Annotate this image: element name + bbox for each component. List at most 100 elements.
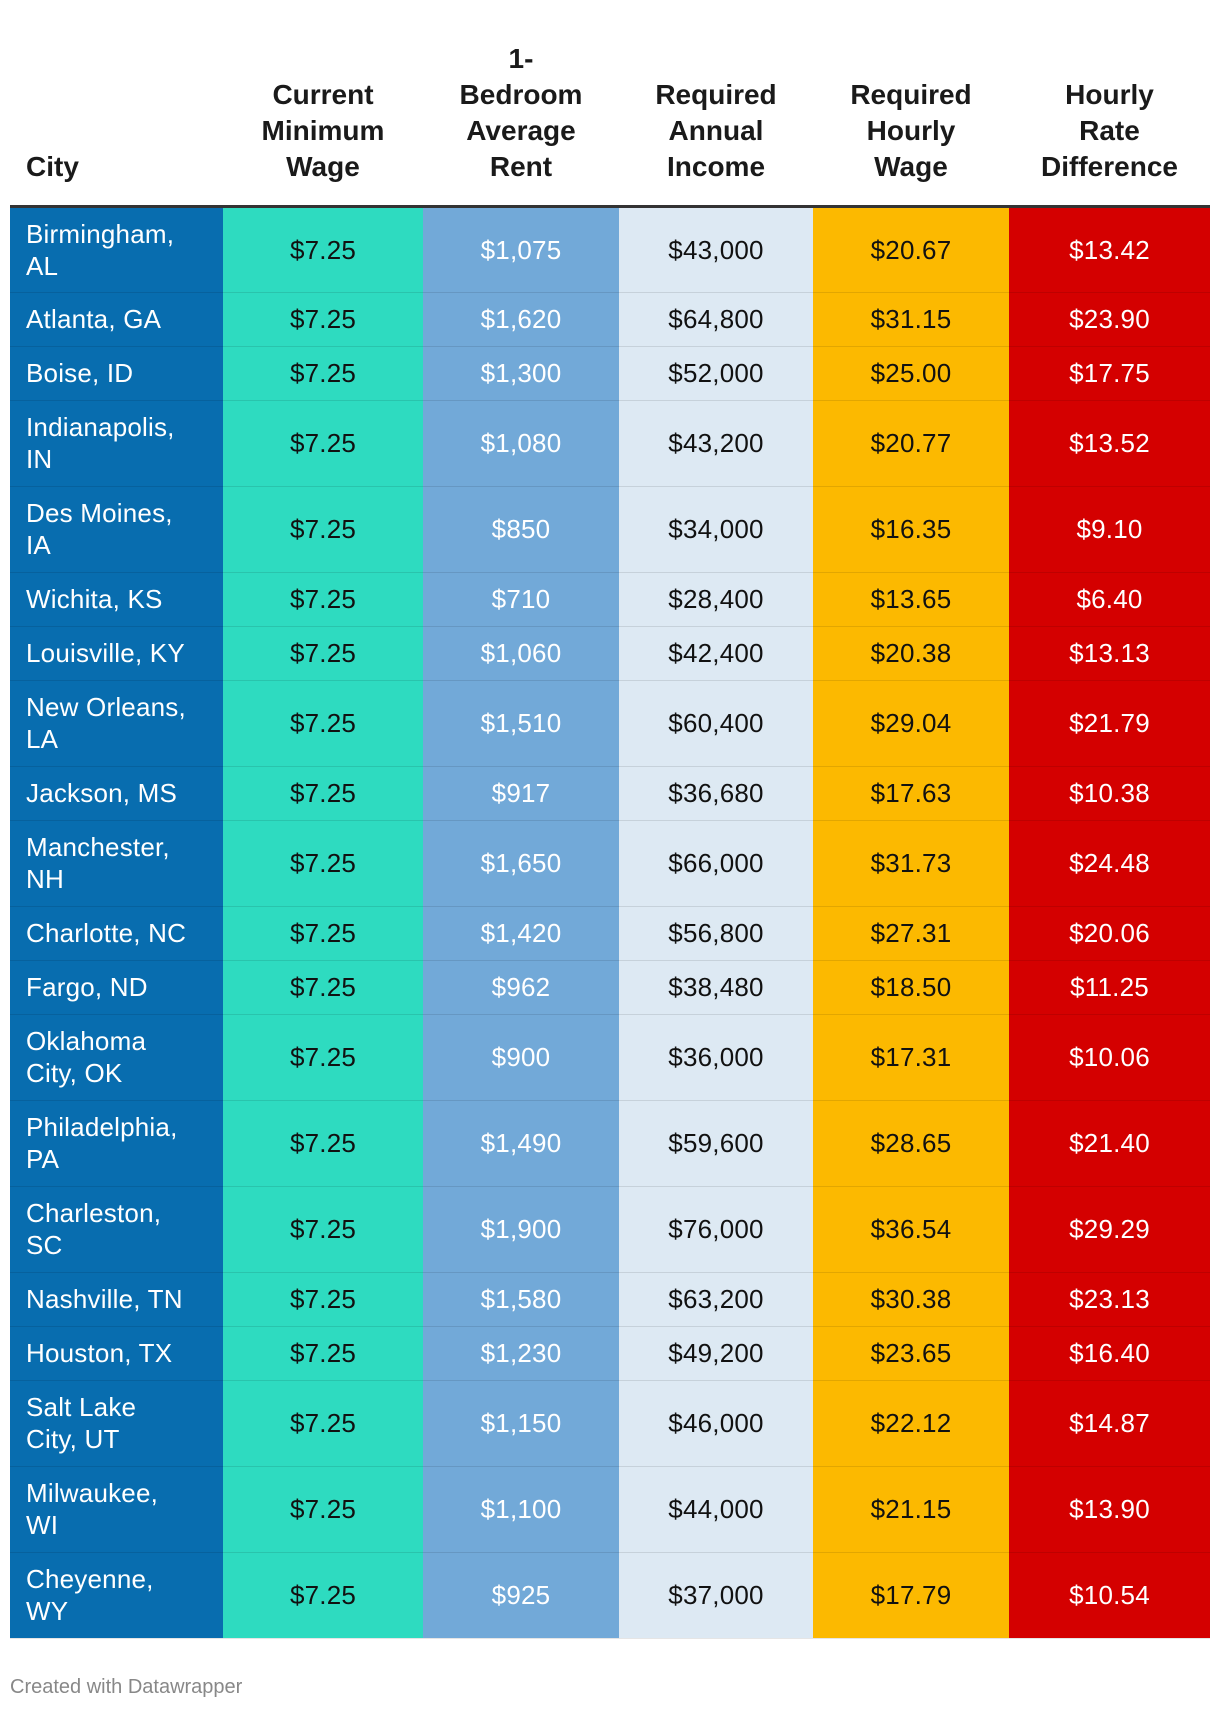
cell-income: $52,000 (619, 346, 813, 401)
header-row: City Current Minimum Wage 1- Bedroom Average Re… (10, 0, 1210, 208)
cell-difference: $29.29 (1009, 1186, 1210, 1273)
table-header: City Current Minimum Wage 1- Bedroom Average Re… (10, 0, 1210, 208)
table-row: Louisville, KY $7.25 $1,060 $42,400 $20.38 $1… (10, 626, 1210, 681)
column-header-line: City (26, 150, 79, 182)
cell-income: $66,000 (619, 820, 813, 907)
cell-rent: $1,300 (423, 346, 619, 401)
cell-rent: $962 (423, 960, 619, 1015)
cell-difference: $14.87 (1009, 1380, 1210, 1467)
column-header-line: Hourly (1065, 78, 1154, 110)
table-row: Wichita, KS $7.25 $710 $28,400 $13.65 $6.40 (10, 572, 1210, 627)
cell-difference: $21.40 (1009, 1100, 1210, 1187)
cell-city: Atlanta, GA (10, 292, 223, 347)
cell-hourly-wage: $21.15 (813, 1466, 1009, 1553)
table-row: Fargo, ND $7.25 $962 $38,480 $18.50 $11.25 (10, 960, 1210, 1015)
cell-rent: $1,620 (423, 292, 619, 347)
cell-income: $76,000 (619, 1186, 813, 1273)
cell-rent: $1,080 (423, 400, 619, 487)
table-row: Nashville, TN $7.25 $1,580 $63,200 $30.38 $23… (10, 1272, 1210, 1327)
cell-hourly-wage: $31.15 (813, 292, 1009, 347)
cell-difference: $20.06 (1009, 906, 1210, 961)
cell-hourly-wage: $22.12 (813, 1380, 1009, 1467)
city-name-line: Houston, TX (26, 1338, 173, 1368)
column-header-min-wage: Current Minimum Wage (223, 0, 423, 208)
cell-difference: $13.13 (1009, 626, 1210, 681)
table-row: Charleston, SC $7.25 $1,900 $76,000 $36.54 $29… (10, 1186, 1210, 1273)
cell-city: Indianapolis, IN (10, 400, 223, 487)
city-name-line: PA (26, 1144, 60, 1174)
datawrapper-credit: Created with Datawrapper (10, 1676, 243, 1698)
city-name-line: Charleston, (26, 1198, 162, 1228)
city-name-line: Salt Lake (26, 1392, 137, 1422)
cell-city: Birmingham, AL (10, 206, 223, 293)
column-header-rent: 1- Bedroom Average Rent (423, 0, 619, 208)
cell-difference: $23.90 (1009, 292, 1210, 347)
cell-difference: $16.40 (1009, 1326, 1210, 1381)
cell-hourly-wage: $17.79 (813, 1552, 1009, 1639)
column-header-line: Income (666, 150, 766, 182)
cell-income: $56,800 (619, 906, 813, 961)
cell-city: Wichita, KS (10, 572, 223, 627)
city-name-line: City, UT (26, 1424, 120, 1454)
cell-min-wage: $7.25 (223, 400, 423, 487)
city-name-line: Birmingham, (26, 218, 175, 249)
cell-difference: $17.75 (1009, 346, 1210, 401)
city-name-line: Des Moines, (26, 498, 173, 528)
cell-city: Cheyenne, WY (10, 1552, 223, 1639)
cell-rent: $1,420 (423, 906, 619, 961)
city-name-line: Louisville, KY (26, 638, 185, 668)
column-header-hourly-wage: Required Hourly Wage (813, 0, 1009, 208)
column-header-line: Difference (1041, 150, 1178, 182)
table-row: Birmingham, AL $7.25 $1,075 $43,000 $20.67 $13… (10, 206, 1210, 293)
cell-hourly-wage: $30.38 (813, 1272, 1009, 1327)
cell-min-wage: $7.25 (223, 1326, 423, 1381)
city-name-line: Atlanta, GA (26, 304, 162, 334)
cell-hourly-wage: $16.35 (813, 486, 1009, 573)
city-name-line: Charlotte, NC (26, 918, 187, 948)
city-name-line: Manchester, (26, 832, 170, 862)
cell-difference: $9.10 (1009, 486, 1210, 573)
city-name-line: Wichita, KS (26, 584, 163, 614)
cell-rent: $1,510 (423, 680, 619, 767)
column-header-line: 1- (508, 42, 534, 74)
cell-min-wage: $7.25 (223, 206, 423, 293)
cell-income: $64,800 (619, 292, 813, 347)
cell-hourly-wage: $23.65 (813, 1326, 1009, 1381)
column-header-line: Rent (489, 150, 553, 182)
cell-income: $36,680 (619, 766, 813, 821)
city-name-line: Oklahoma (26, 1026, 147, 1056)
cell-min-wage: $7.25 (223, 572, 423, 627)
city-name-line: Boise, ID (26, 358, 134, 388)
cell-difference: $23.13 (1009, 1272, 1210, 1327)
cell-income: $36,000 (619, 1014, 813, 1101)
cell-min-wage: $7.25 (223, 906, 423, 961)
cell-hourly-wage: $13.65 (813, 572, 1009, 627)
cell-min-wage: $7.25 (223, 1100, 423, 1187)
cell-hourly-wage: $20.38 (813, 626, 1009, 681)
cell-min-wage: $7.25 (223, 626, 423, 681)
cell-city: Louisville, KY (10, 626, 223, 681)
cell-city: Jackson, MS (10, 766, 223, 821)
cell-city: Manchester, NH (10, 820, 223, 907)
cell-min-wage: $7.25 (223, 680, 423, 767)
cell-rent: $1,580 (423, 1272, 619, 1327)
cell-income: $34,000 (619, 486, 813, 573)
cell-income: $60,400 (619, 680, 813, 767)
cell-income: $38,480 (619, 960, 813, 1015)
city-name-line: WI (26, 1510, 59, 1540)
cell-city: Houston, TX (10, 1326, 223, 1381)
cell-difference: $10.54 (1009, 1552, 1210, 1639)
city-name-line: IA (26, 530, 51, 560)
cell-hourly-wage: $27.31 (813, 906, 1009, 961)
cell-min-wage: $7.25 (223, 820, 423, 907)
cell-min-wage: $7.25 (223, 486, 423, 573)
cell-hourly-wage: $29.04 (813, 680, 1009, 767)
cell-difference: $24.48 (1009, 820, 1210, 907)
table-row: Houston, TX $7.25 $1,230 $49,200 $23.65 $16.4… (10, 1326, 1210, 1381)
cell-min-wage: $7.25 (223, 1552, 423, 1639)
cell-city: Boise, ID (10, 346, 223, 401)
column-header-line: Annual (668, 114, 764, 146)
table-row: Jackson, MS $7.25 $917 $36,680 $17.63 $10.38 (10, 766, 1210, 821)
cell-rent: $1,100 (423, 1466, 619, 1553)
cell-hourly-wage: $17.31 (813, 1014, 1009, 1101)
